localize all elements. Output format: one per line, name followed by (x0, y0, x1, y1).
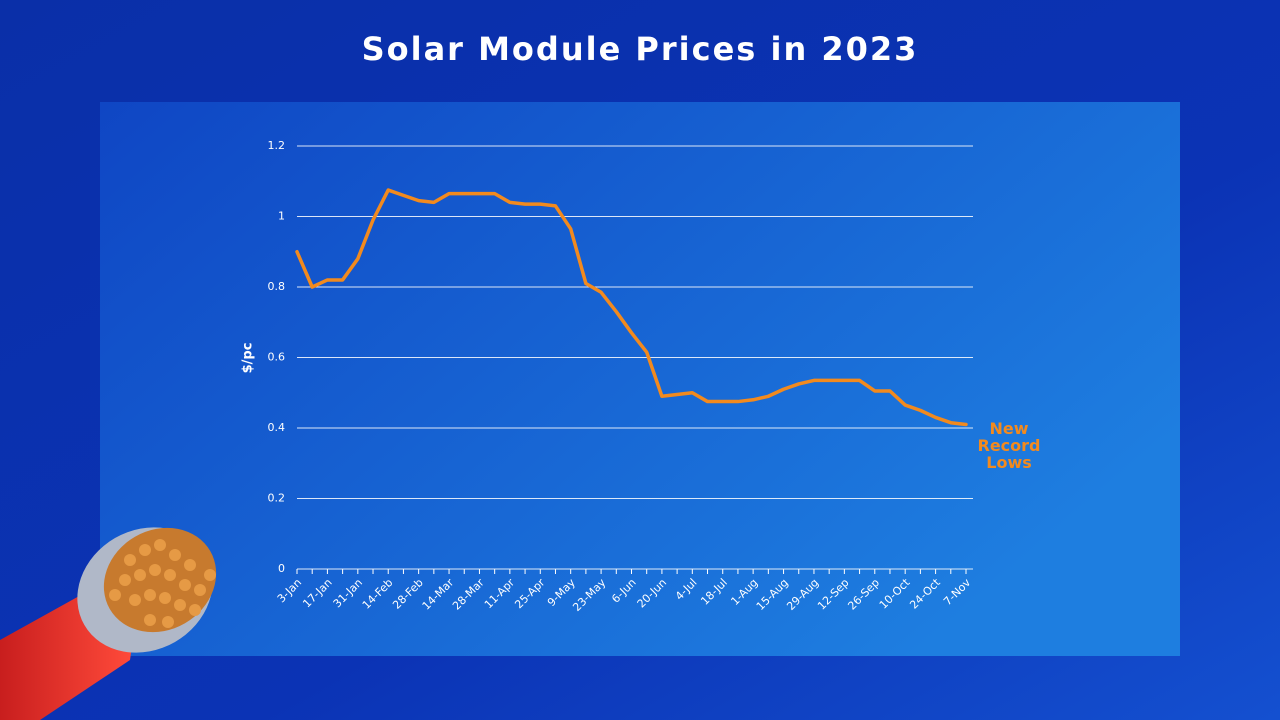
y-tick-label: 0 (278, 562, 285, 575)
chart-panel (100, 102, 1180, 656)
y-tick-label: 1 (278, 210, 285, 223)
chart-title: Solar Module Prices in 2023 (362, 30, 919, 68)
y-axis-label: $/pc (241, 343, 256, 374)
cable-decoration (0, 527, 217, 720)
y-tick-label: 0.8 (268, 280, 286, 293)
y-tick-label: 0.4 (268, 421, 286, 434)
annotation: New Record Lows (978, 419, 1041, 472)
y-tick-label: 1.2 (268, 139, 286, 152)
y-tick-label: 0.2 (268, 492, 286, 505)
line-series (295, 188, 968, 427)
y-tick-label: 0.6 (268, 351, 286, 364)
